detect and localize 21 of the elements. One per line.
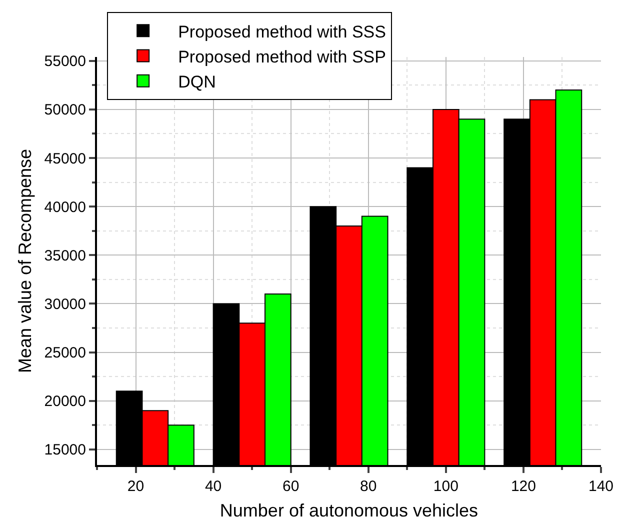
y-tick-label: 25000 (44, 344, 86, 362)
y-tick-label: 40000 (44, 198, 86, 216)
y-tick-label: 20000 (44, 393, 86, 410)
y-tick-label: 15000 (44, 442, 86, 459)
x-tick-label: 60 (282, 478, 300, 495)
x-axis-title: Number of autonomous vehicles (220, 500, 478, 521)
x-tick-label: 20 (127, 478, 144, 495)
legend-label: Proposed method with SSP (178, 47, 386, 66)
x-tick-label: 40 (204, 478, 222, 495)
x-tick-label: 140 (588, 478, 614, 495)
y-tick-label: 55000 (44, 53, 86, 70)
y-tick-label: 30000 (44, 296, 86, 313)
x-tick-label: 120 (510, 478, 536, 495)
y-tick-label: 35000 (44, 247, 86, 264)
y-axis-title: Mean value of Recompense (14, 148, 35, 374)
x-tick-label: 80 (360, 478, 377, 495)
x-tick-label: 100 (433, 478, 458, 495)
y-tick-label: 45000 (44, 150, 86, 168)
legend-label: Proposed method with SSS (178, 22, 386, 42)
y-tick-label: 50000 (44, 102, 86, 119)
legend-label: DQN (178, 72, 216, 92)
